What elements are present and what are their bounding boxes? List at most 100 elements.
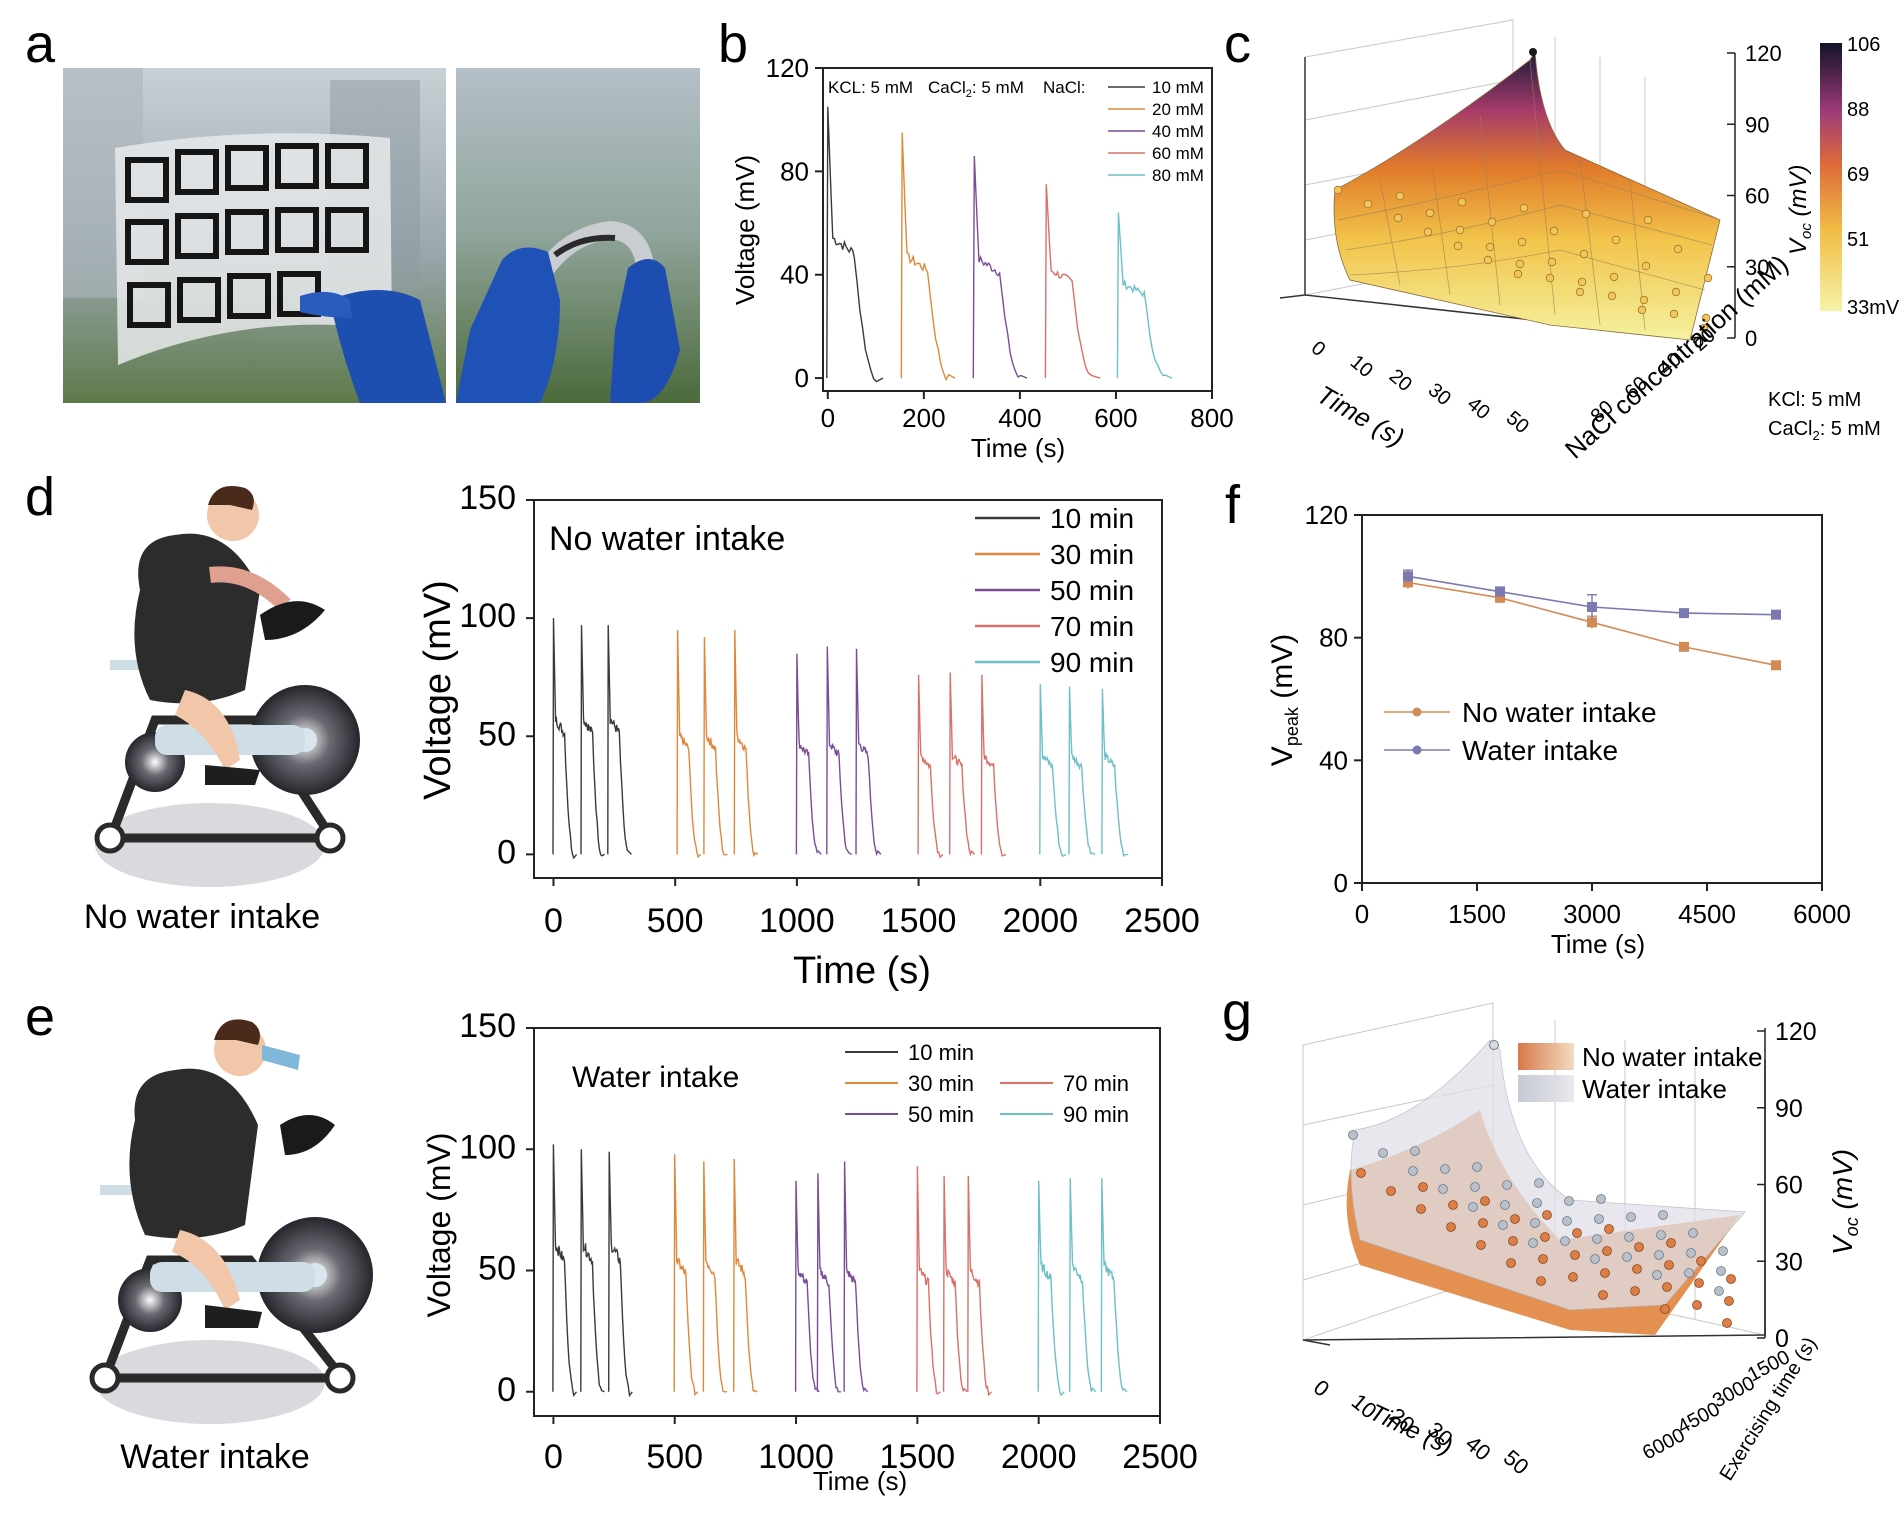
surface-point xyxy=(1637,305,1647,315)
surface-point-water xyxy=(1468,1202,1478,1212)
series-line-90min xyxy=(1037,1180,1065,1397)
chart-b-xlabel: Time (s) xyxy=(971,433,1065,463)
chart-b-annot-kcl: KCL: 5 mM xyxy=(828,78,913,97)
chart-d: 0 500 1000 1500 2000 2500 0 50 100 150 Time (s) V… xyxy=(417,479,1200,992)
chart-d-title: No water intake xyxy=(549,520,785,558)
surface-point xyxy=(1423,227,1433,237)
series-line-10min xyxy=(552,1144,578,1397)
surface-point-water xyxy=(1470,1182,1480,1192)
surface-point-no-water xyxy=(1600,1268,1610,1278)
x-tick-label: 50 xyxy=(1499,1445,1534,1480)
surface-point-water xyxy=(1624,1232,1634,1242)
x-tick-label: 0 xyxy=(1307,337,1330,361)
series-line-50min xyxy=(816,1173,841,1393)
data-point xyxy=(1587,602,1597,612)
surface-point-no-water xyxy=(1418,1182,1428,1192)
surface-point xyxy=(1483,255,1493,265)
surface-point-water xyxy=(1502,1180,1512,1190)
series-line-30min xyxy=(703,636,728,856)
chart-c-colorbar xyxy=(1820,43,1842,311)
surface-point xyxy=(1515,259,1525,269)
surface-point xyxy=(1519,203,1529,213)
y-tick-label: 50 xyxy=(478,715,516,753)
x-tick-label: 4500 xyxy=(1678,899,1736,929)
x-tick-label: 50 xyxy=(1502,407,1533,438)
z-tick-label: 0 xyxy=(1745,326,1757,351)
series-line-30min xyxy=(733,629,759,858)
series-line-30min xyxy=(673,1154,699,1397)
surface-point-no-water xyxy=(1694,1278,1704,1288)
series-line-10min xyxy=(552,618,578,860)
chart-d-frame xyxy=(533,499,1163,879)
series-line-80mM xyxy=(1116,212,1173,379)
z-tick-label: 60 xyxy=(1775,1172,1803,1200)
surface-point xyxy=(1669,309,1679,319)
chart-e: 0 500 1000 1500 2000 2500 0 50 100 150 Time (s) V… xyxy=(421,1007,1198,1496)
chart-e-frame xyxy=(533,1027,1161,1417)
series-line-90min xyxy=(1100,1178,1128,1393)
legend-label: 50 min xyxy=(908,1102,974,1127)
x-tick-label: 30 xyxy=(1424,379,1455,410)
data-point xyxy=(1771,609,1781,620)
surface-point-no-water xyxy=(1478,1218,1488,1228)
series-line-70min xyxy=(949,672,976,857)
surface-point xyxy=(1611,235,1621,245)
surface-point-no-water xyxy=(1536,1276,1546,1286)
x-tick-label: 200 xyxy=(902,403,945,433)
z-tick-label: 30 xyxy=(1775,1248,1803,1276)
surface-point-water xyxy=(1658,1210,1668,1220)
series-line-60mM xyxy=(1044,184,1101,379)
surface-point-water xyxy=(1532,1198,1542,1208)
chart-b: 0 200 400 600 800 0 40 80 120 Time (s) Voltage (… xyxy=(730,53,1234,463)
surface-point-no-water xyxy=(1664,1260,1674,1270)
legend-label: 70 min xyxy=(1063,1071,1129,1096)
chart-g-legend-no-water: No water intake xyxy=(1582,1042,1763,1072)
legend-label: 10 min xyxy=(1050,503,1134,534)
chart-d-ylabel: Voltage (mV) xyxy=(417,580,459,800)
series-line-50min xyxy=(826,646,853,856)
x-tick-label: 400 xyxy=(998,403,1041,433)
panel-label-b: b xyxy=(718,14,748,74)
surface-point-no-water xyxy=(1542,1210,1552,1220)
y-tick-label: 0 xyxy=(497,1371,516,1409)
surface-point-water xyxy=(1438,1184,1448,1194)
surface-point-water xyxy=(1410,1146,1420,1156)
surface-point-water xyxy=(1440,1164,1450,1174)
x-tick-label: 0 xyxy=(544,902,563,940)
surface-point-water xyxy=(1500,1200,1510,1210)
x-tick-label: 1000 xyxy=(759,902,835,940)
surface-point-no-water xyxy=(1696,1256,1706,1266)
surface-point-water xyxy=(1408,1166,1418,1176)
x-tick-label: 2000 xyxy=(1001,1438,1077,1476)
data-point xyxy=(1679,608,1689,619)
series-line-70min xyxy=(917,674,944,859)
series-line-30min xyxy=(676,629,702,859)
series-line-50min xyxy=(795,653,822,855)
chart-e-title: Water intake xyxy=(572,1061,739,1094)
surface-point-water xyxy=(1348,1130,1358,1140)
caption-water: Water intake xyxy=(120,1438,310,1476)
surface-point-water xyxy=(1592,1234,1602,1244)
x-tick-label: 500 xyxy=(647,902,704,940)
series-line-70min xyxy=(980,674,1007,857)
data-point xyxy=(1495,592,1505,603)
y-tick-label: 80 xyxy=(1319,623,1348,653)
series-line-30min xyxy=(702,1161,727,1393)
data-point xyxy=(1679,641,1689,652)
surface-point xyxy=(1579,249,1589,259)
legend-label: 40 mM xyxy=(1152,122,1204,141)
surface-point-water xyxy=(1498,1220,1508,1230)
chart-c-note-cacl: CaCl2: 5 mM xyxy=(1768,418,1881,443)
caption-no-water: No water intake xyxy=(84,898,320,936)
colorbar-tick-label: 69 xyxy=(1847,164,1869,186)
surface-point-water xyxy=(1472,1162,1482,1172)
surface-point-water xyxy=(1716,1266,1726,1276)
surface-peak-point xyxy=(1529,48,1537,56)
surface-point-no-water xyxy=(1632,1264,1642,1274)
x-tick-label: 0 xyxy=(821,403,835,433)
y-tick-label: 0 xyxy=(1334,868,1348,898)
legend-label: 10 min xyxy=(908,1040,974,1065)
data-point xyxy=(1495,586,1505,597)
series-line-30min xyxy=(733,1158,758,1393)
surface-point-no-water xyxy=(1476,1240,1486,1250)
